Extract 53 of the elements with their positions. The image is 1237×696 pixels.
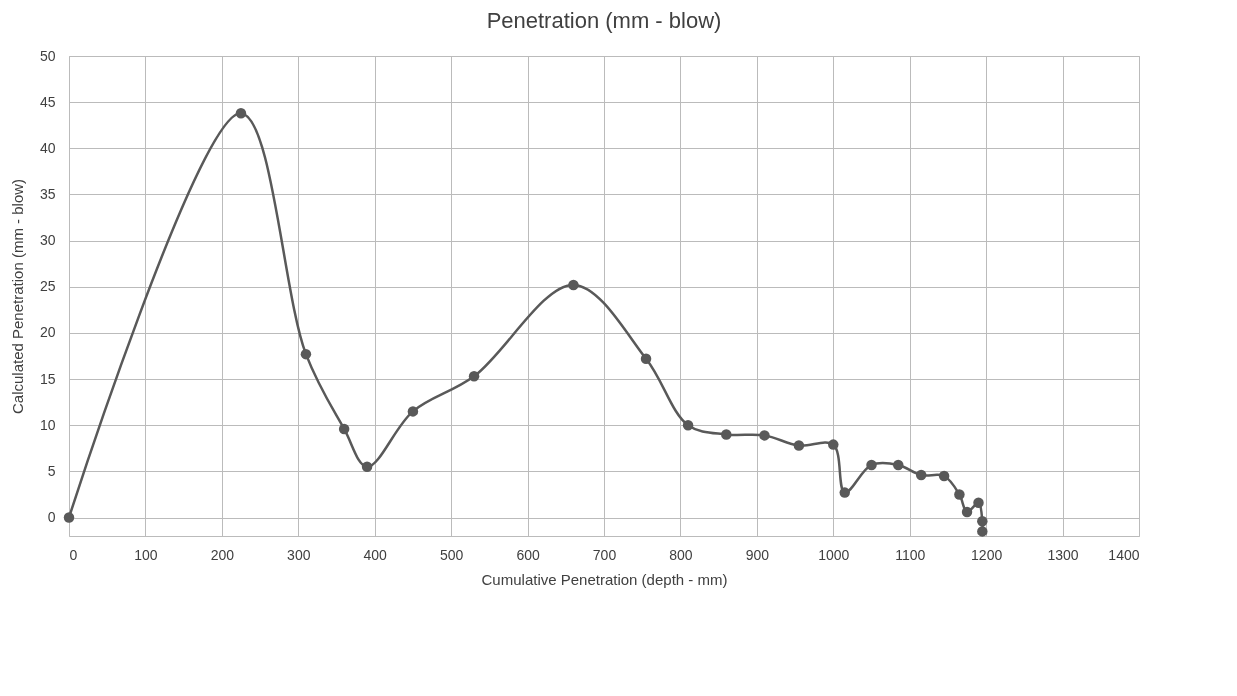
y-tick-label: 50 xyxy=(39,47,56,64)
y-tick-label: 40 xyxy=(39,139,56,156)
y-tick-label: 45 xyxy=(39,93,56,110)
x-tick-label: 1400 xyxy=(1108,546,1140,563)
x-tick-label: 500 xyxy=(439,546,464,563)
x-tick-label: 0 xyxy=(69,546,78,563)
x-tick-label: 600 xyxy=(516,546,540,563)
point xyxy=(338,423,350,435)
point xyxy=(938,470,950,482)
x-tick-label: 300 xyxy=(287,546,311,563)
point xyxy=(977,526,988,537)
point xyxy=(63,512,75,523)
point xyxy=(407,406,419,417)
point xyxy=(235,108,247,119)
point xyxy=(977,516,988,527)
point xyxy=(828,439,839,450)
y-tick-label: 30 xyxy=(39,232,56,249)
x-tick-label: 1100 xyxy=(895,546,926,563)
y-tick-label: 15 xyxy=(39,370,56,387)
x-tick-label: 1300 xyxy=(1047,546,1079,563)
y-tick-label: 0 xyxy=(47,509,56,526)
x-tick-label: 100 xyxy=(134,546,158,563)
y-tick-label: 20 xyxy=(39,324,56,341)
point xyxy=(361,461,373,472)
x-tick-label: 800 xyxy=(669,546,693,563)
y-tick-label: 35 xyxy=(39,185,56,202)
point xyxy=(793,440,805,451)
point xyxy=(300,348,312,360)
x-axis-title: Cumulative Penetration (depth - mm) xyxy=(481,570,728,588)
point xyxy=(961,506,973,518)
point xyxy=(915,469,927,481)
point xyxy=(954,489,965,500)
point xyxy=(568,279,579,291)
point xyxy=(468,371,480,382)
point xyxy=(721,429,732,440)
point xyxy=(973,497,984,508)
x-tick-label: 900 xyxy=(745,546,770,563)
y-axis-title: Calculated Penetration (mm - blow) xyxy=(8,178,26,415)
x-tick-label: 200 xyxy=(210,546,235,563)
point xyxy=(640,353,652,364)
y-tick-label: 25 xyxy=(39,278,56,295)
point xyxy=(759,430,770,441)
point xyxy=(866,459,877,471)
y-tick-label: 5 xyxy=(47,462,56,479)
x-tick-label: 700 xyxy=(592,546,617,563)
point xyxy=(682,420,694,431)
point xyxy=(839,487,850,498)
x-tick-label: 400 xyxy=(363,546,388,563)
x-tick-label: 1200 xyxy=(971,546,1003,563)
y-tick-label: 10 xyxy=(39,416,56,433)
chart-title: Penetration (mm - blow) xyxy=(486,8,722,33)
point xyxy=(893,459,904,471)
x-tick-label: 1000 xyxy=(818,546,850,563)
